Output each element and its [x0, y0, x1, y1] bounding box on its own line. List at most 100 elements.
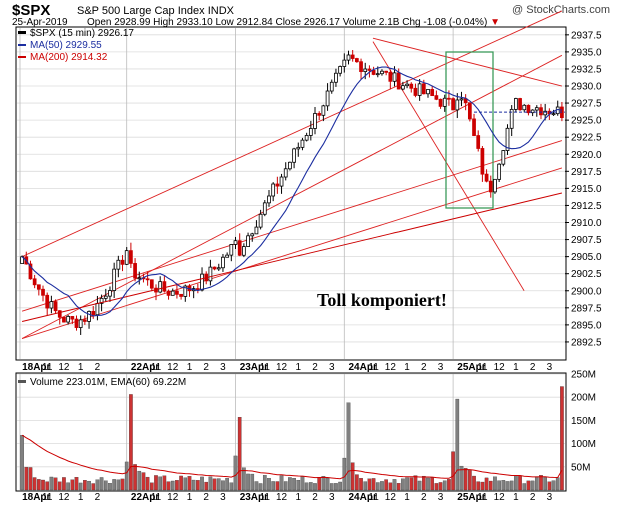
volume-bar [103, 480, 108, 491]
time-label: 3 [438, 492, 444, 503]
volume-bar [388, 482, 393, 491]
volume-bar [417, 480, 422, 491]
volume-bar [363, 481, 368, 491]
time-label: 3 [329, 492, 335, 503]
candle-body [497, 163, 502, 180]
time-label: 12 [167, 362, 179, 373]
time-label: 11 [151, 492, 162, 503]
time-label: 1 [513, 362, 519, 373]
volume-bar [447, 479, 451, 491]
candle-body [514, 98, 518, 110]
candle-body [380, 70, 384, 75]
volume-bar [83, 480, 87, 491]
time-label: 2 [203, 492, 209, 503]
volume-bar [355, 474, 359, 491]
time-label: 11 [42, 492, 53, 503]
volume-bar [221, 480, 225, 491]
time-label: 12 [167, 492, 179, 503]
candle-body [250, 233, 255, 237]
candle-body [53, 301, 58, 312]
candle-body [70, 316, 75, 320]
volume-bar [275, 481, 280, 491]
time-label: 1 [404, 492, 410, 503]
down-triangle-icon: ▼ [490, 17, 500, 28]
candle-body [242, 246, 246, 256]
ma200-line [21, 192, 563, 322]
volume-bar [551, 480, 556, 491]
candle-body [57, 310, 62, 318]
candle-body [91, 311, 96, 316]
candle-body [112, 268, 117, 291]
candle-body [288, 161, 292, 170]
volume-bar [137, 470, 142, 491]
volume-bar [342, 457, 347, 491]
volume-bar [309, 482, 313, 491]
time-label: 2 [95, 362, 101, 373]
price-tick-label: 2930.0 [571, 82, 602, 93]
volume-bar [534, 476, 539, 491]
volume-bar [472, 475, 476, 491]
volume-bar [493, 476, 497, 491]
volume-bar [359, 478, 363, 491]
volume-bar [212, 478, 217, 491]
time-label: 23Apr [240, 492, 268, 503]
volume-bar [321, 476, 326, 491]
volume-bar [350, 462, 355, 491]
candle-body [78, 319, 83, 328]
candle-body [233, 240, 238, 245]
time-label: 11 [477, 362, 488, 373]
volume-tick-label: 100M [571, 439, 596, 450]
candle-body [87, 311, 91, 322]
candle-body [103, 295, 108, 299]
candle-body [392, 72, 397, 82]
time-label: 12 [276, 362, 288, 373]
candle-body [170, 290, 175, 296]
volume-bar [216, 478, 221, 491]
volume-bar [304, 482, 309, 491]
volume-bar [426, 477, 430, 491]
candle-body [534, 107, 539, 111]
volume-bar [530, 480, 535, 491]
volume-bar [175, 480, 179, 491]
volume-tick-label: 150M [571, 416, 596, 427]
candle-body [421, 83, 426, 95]
ma50-line [21, 66, 562, 317]
volume-bar [518, 475, 522, 491]
candle-body [300, 139, 305, 148]
volume-bar [505, 481, 510, 491]
brand-link[interactable]: @ StockCharts.com [512, 4, 610, 16]
volume-bar [329, 483, 334, 491]
candle-body [346, 54, 351, 61]
candle-body [539, 107, 543, 116]
volume-bar [346, 402, 351, 491]
time-label: 1 [78, 362, 84, 373]
volume-bar [32, 477, 37, 491]
volume-bar [267, 478, 271, 491]
volume-bar [484, 477, 489, 491]
volume-bar [442, 480, 447, 491]
candle-body [120, 259, 125, 265]
candle-body [430, 89, 435, 97]
candle-body [488, 180, 493, 193]
time-label: 25Apr [457, 362, 485, 373]
price-tick-label: 2910.0 [571, 218, 602, 229]
volume-bar [375, 482, 380, 491]
volume-bar [53, 477, 58, 491]
volume-bar [547, 481, 552, 491]
candle-body [413, 87, 418, 96]
volume-bar [57, 481, 62, 491]
candle-body [459, 98, 464, 101]
candle-body [530, 109, 535, 114]
candle-body [463, 98, 468, 104]
candle-body [28, 263, 33, 280]
time-label: 1 [404, 362, 410, 373]
volume-bar [476, 481, 481, 491]
volume-bar [501, 480, 506, 491]
candle-body [158, 281, 163, 293]
volume-bar [279, 475, 284, 491]
volume-bar [99, 477, 104, 491]
candle-body [32, 278, 37, 286]
candle-body [505, 127, 510, 151]
volume-bar [413, 475, 418, 491]
candle-body [484, 173, 489, 182]
